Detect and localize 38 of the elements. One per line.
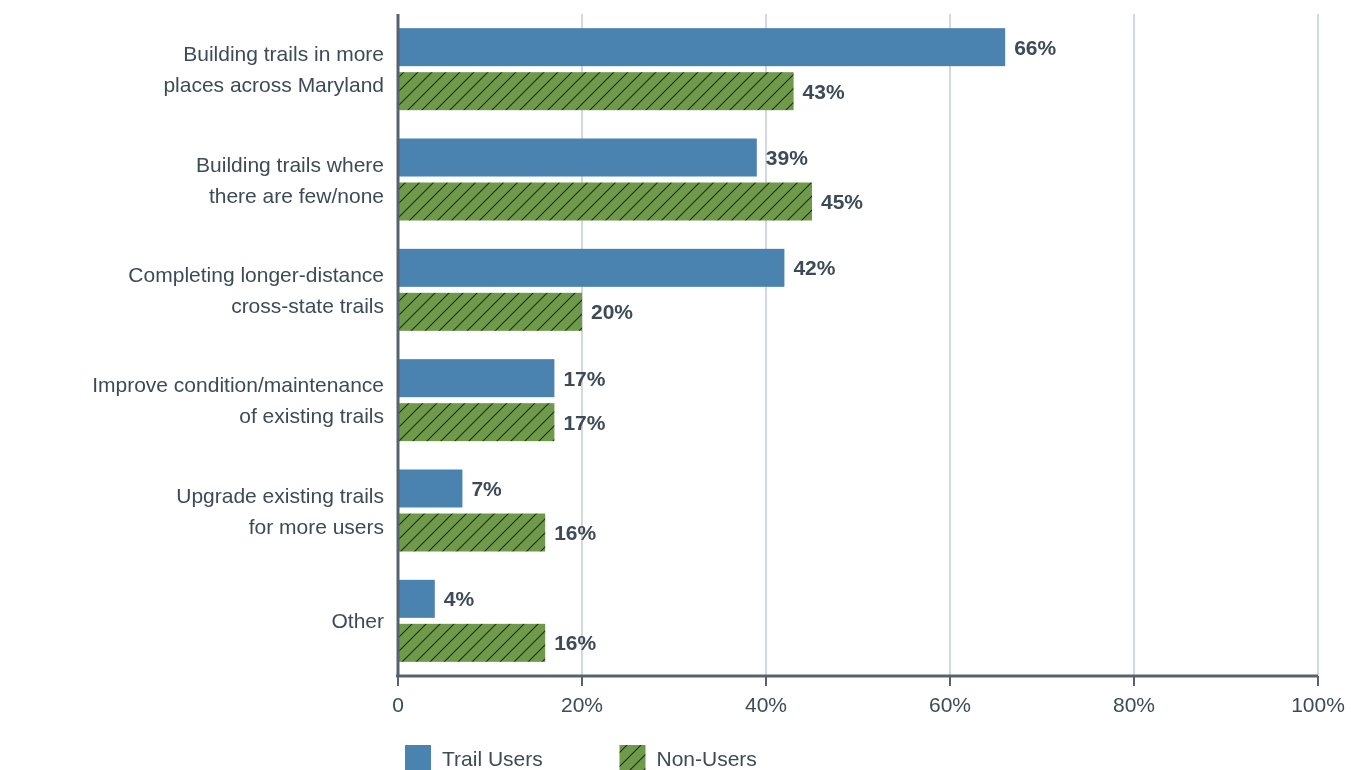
data-label: 7% [471, 477, 503, 500]
bar [398, 469, 463, 508]
x-tick-label: 100% [1291, 693, 1345, 716]
bar [398, 72, 794, 111]
y-tick-label: Upgrade existing trails for more users [176, 483, 384, 538]
bar [398, 182, 812, 221]
y-tick-label: Other [331, 609, 384, 633]
bar [398, 28, 1006, 67]
data-label: 17% [563, 366, 606, 390]
data-label: 66% [1014, 35, 1057, 59]
legend-label: Non-Users [656, 746, 757, 770]
data-label: 43% [802, 79, 845, 103]
x-tick-label: 0 [392, 693, 404, 716]
data-label: 39% [765, 146, 809, 169]
data-label: 4% [443, 587, 475, 611]
data-label: 16% [554, 521, 597, 544]
data-label: 16% [554, 631, 597, 655]
y-tick-label: Completing longer-distance cross-state trails [128, 262, 384, 317]
bar [398, 248, 785, 287]
data-label: 20% [591, 300, 634, 324]
x-tick-label: 60% [928, 693, 972, 716]
bar [398, 513, 546, 552]
bar [398, 623, 546, 662]
x-tick-label: 20% [560, 693, 604, 716]
y-tick-label: Building trails where there are few/none [196, 152, 384, 207]
x-tick-label: 40% [744, 693, 788, 716]
x-tick-label: 80% [1112, 693, 1156, 716]
y-tick-label: Building trails in more places across Maryland [163, 42, 384, 97]
data-label: 45% [821, 190, 864, 213]
legend-label: Trail Users [442, 746, 543, 770]
data-label: 17% [563, 410, 606, 434]
data-label: 42% [793, 256, 836, 280]
bar [398, 579, 435, 618]
y-tick-label: Improve condition/maintenance of existing trails [92, 373, 384, 428]
bar [398, 138, 757, 177]
bar [398, 292, 582, 331]
bar [398, 359, 555, 398]
bar [398, 403, 555, 442]
